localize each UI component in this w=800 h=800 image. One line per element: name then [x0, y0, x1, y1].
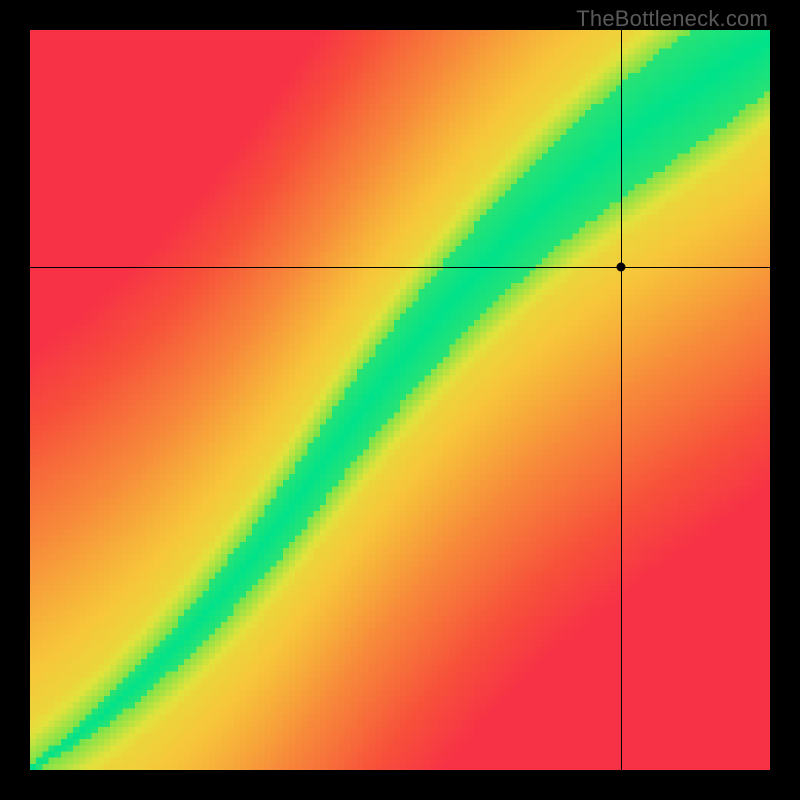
- crosshair-marker-dot: [616, 262, 625, 271]
- heatmap-canvas: [30, 30, 770, 770]
- chart-area: [30, 30, 770, 770]
- crosshair-horizontal: [30, 267, 770, 268]
- watermark-text: TheBottleneck.com: [576, 6, 768, 32]
- crosshair-vertical: [621, 30, 622, 770]
